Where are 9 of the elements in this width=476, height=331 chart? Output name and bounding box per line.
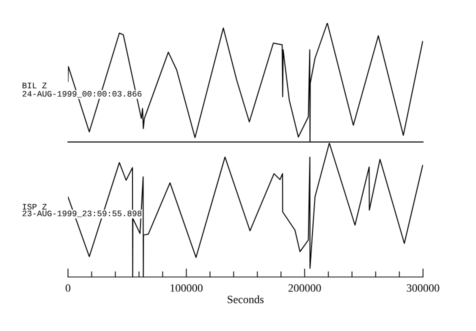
text: ISP Z bbox=[22, 204, 47, 210]
text: BIL Z bbox=[22, 82, 47, 88]
x-tick-label: 200000 bbox=[288, 284, 321, 292]
x-tick-label: 300000 bbox=[406, 284, 440, 292]
x-tick-label: 100000 bbox=[170, 284, 203, 292]
x-axis-title: Seconds bbox=[228, 295, 264, 304]
annotation: 24-AUG-1999_00:00:03.866 bbox=[22, 90, 142, 98]
annotation: 23-AUG-1999_23:59:55.898 bbox=[22, 210, 142, 218]
x-tick-label: 0 bbox=[66, 284, 70, 292]
